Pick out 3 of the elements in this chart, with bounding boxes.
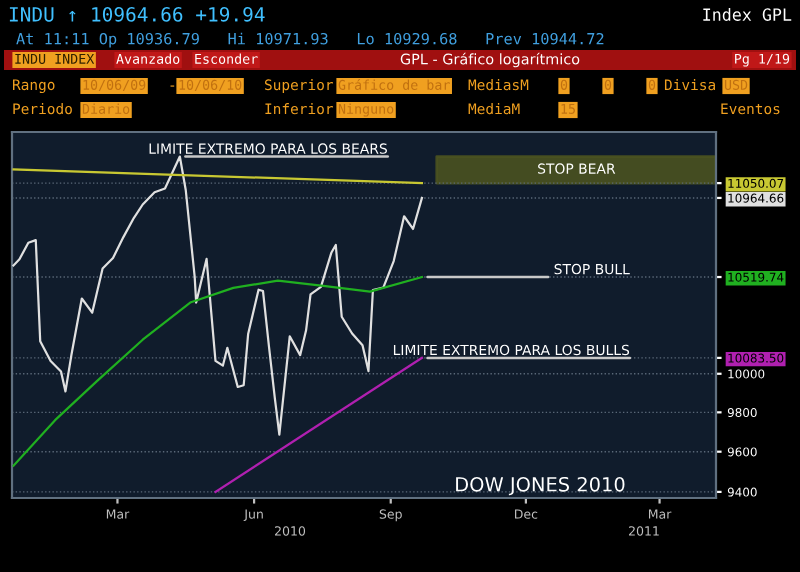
text: Index GPL	[703, 7, 792, 21]
annotation: DOW JONES 2010	[456, 476, 625, 496]
text: INDU ↑ 10964.66 +19.94	[9, 6, 265, 22]
